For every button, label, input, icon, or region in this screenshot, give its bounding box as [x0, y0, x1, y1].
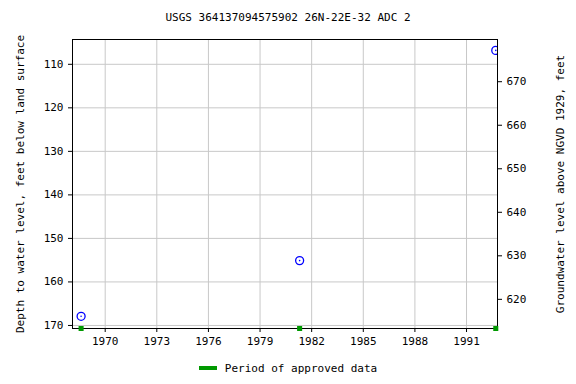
svg-text:1970: 1970	[92, 335, 119, 348]
svg-text:120: 120	[44, 101, 64, 114]
svg-text:Depth to water level, feet bel: Depth to water level, feet below land su…	[14, 35, 27, 333]
svg-text:1982: 1982	[298, 335, 325, 348]
svg-text:130: 130	[44, 145, 64, 158]
svg-text:110: 110	[44, 58, 64, 71]
svg-text:640: 640	[507, 206, 527, 219]
html-text:Period of approved data: Period of approved data	[224, 361, 378, 375]
svg-text:630: 630	[507, 249, 527, 262]
svg-text:1973: 1973	[144, 335, 171, 348]
svg-text:1979: 1979	[247, 335, 274, 348]
svg-text:1976: 1976	[195, 335, 222, 348]
svg-text:Groundwater level above NGVD 1: Groundwater level above NGVD 1929, feet	[554, 55, 567, 313]
svg-text:1988: 1988	[402, 335, 429, 348]
svg-text:1985: 1985	[350, 335, 377, 348]
svg-text:140: 140	[44, 188, 64, 201]
svg-text:150: 150	[44, 232, 64, 245]
svg-text:670: 670	[507, 75, 527, 88]
svg-text:650: 650	[507, 162, 527, 175]
html-text:USGS 364137094575902 26N-22E-3: USGS 364137094575902 26N-22E-32 ADC 2	[165, 11, 411, 24]
svg-text:160: 160	[44, 275, 64, 288]
svg-text:170: 170	[44, 319, 64, 332]
svg-text:620: 620	[507, 293, 527, 306]
svg-text:660: 660	[507, 119, 527, 132]
svg-text:1991: 1991	[453, 335, 480, 348]
